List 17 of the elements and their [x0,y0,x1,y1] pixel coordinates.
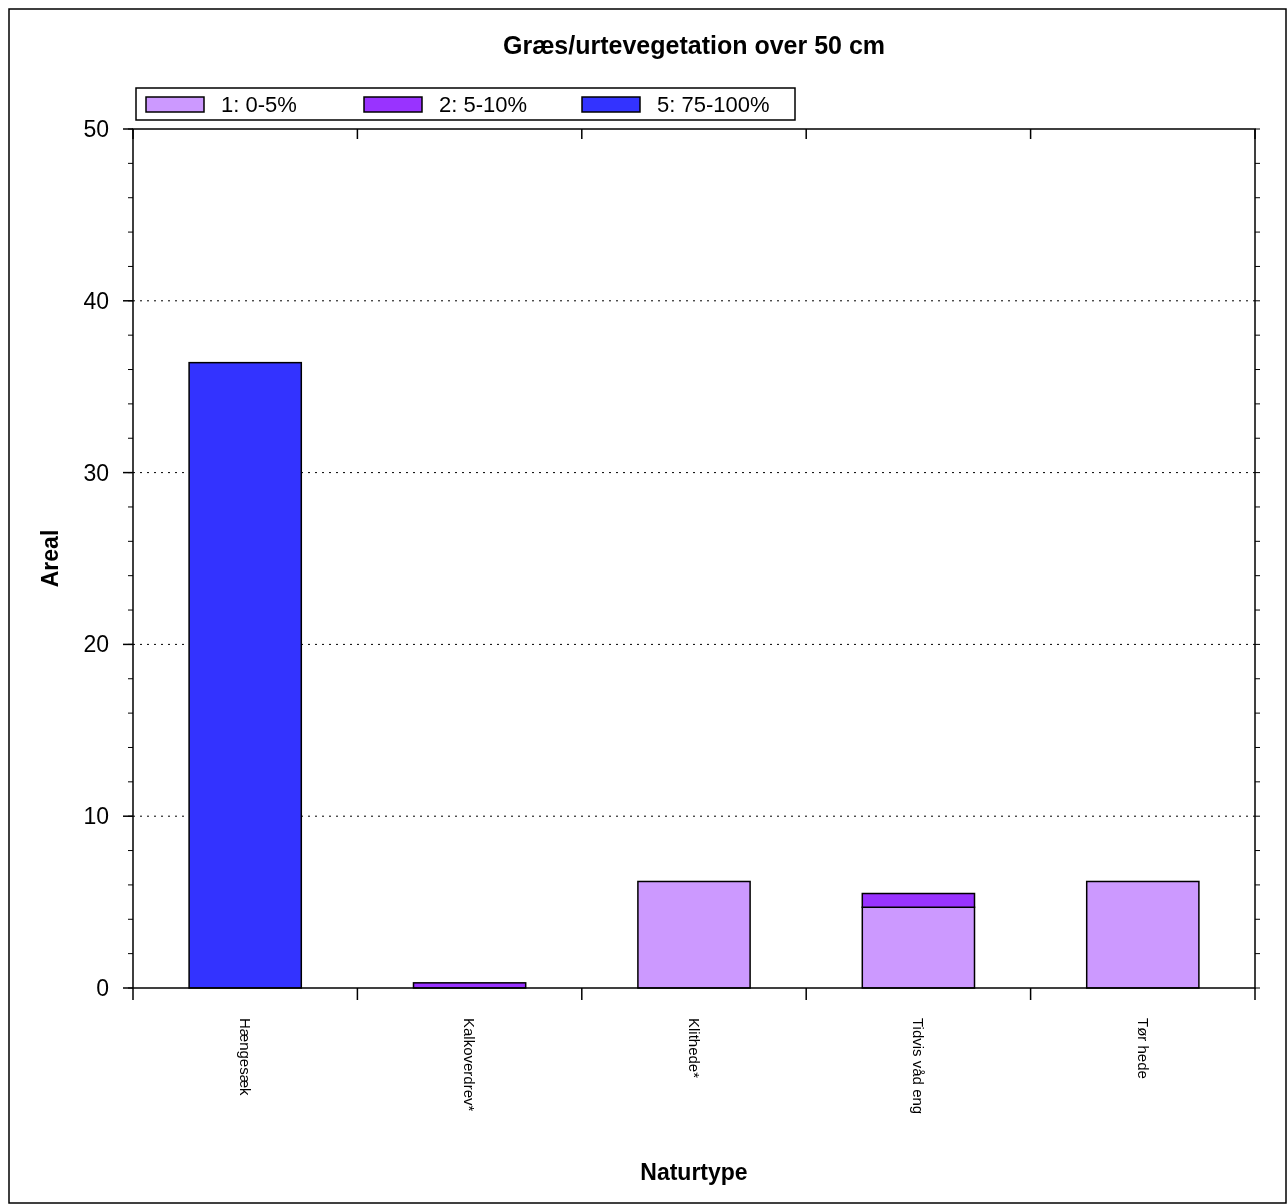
y-axis-title: Areal [37,529,63,588]
y-tick-label: 10 [83,803,109,830]
y-tick-label: 30 [83,459,109,486]
legend-label: 1: 0-5% [221,91,297,117]
chart-title: Græs/urtevegetation over 50 cm [502,31,886,59]
y-tick-label: 40 [83,287,109,314]
x-tick-label: Tør hede [1134,1018,1152,1079]
x-tick-label: Kalkoverdrev* [461,1018,479,1112]
legend-label: 5: 75-100% [657,91,770,117]
x-tick-label: Hængesæk [236,1018,254,1097]
legend-label: 2: 5-10% [439,91,528,117]
y-tick-label: 20 [83,631,109,658]
x-tick-label: Klithede* [685,1018,703,1079]
x-axis-title: Naturtype [640,1159,748,1185]
y-tick-label: 50 [83,116,109,143]
y-tick-label: 0 [96,975,109,1002]
x-tick-label: Tidvis våd eng [910,1018,928,1115]
